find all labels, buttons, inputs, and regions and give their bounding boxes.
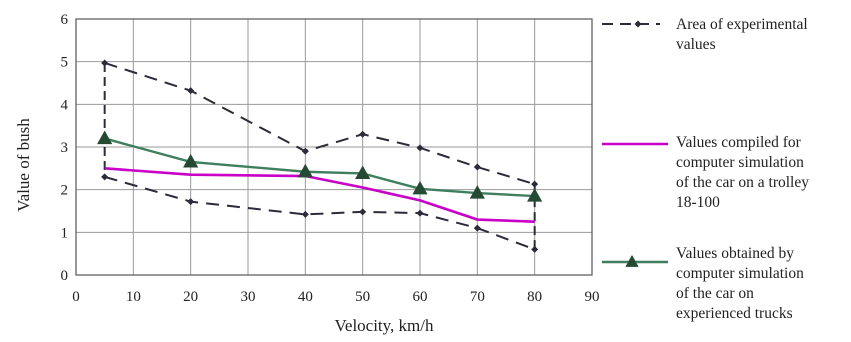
- y-tick-label: 5: [61, 55, 69, 71]
- simulation-trucks-point: [355, 165, 371, 180]
- simulation-trucks-point: [412, 180, 428, 195]
- y-axis-title: Value of bush: [14, 118, 33, 212]
- simulation-trolley-line: [104, 167, 535, 223]
- y-tick-label: 1: [61, 225, 69, 241]
- x-tick-label: 20: [183, 289, 198, 305]
- x-tick-label: 60: [413, 289, 428, 305]
- experimental-lower-line: [104, 175, 536, 251]
- simulation-trucks-point: [469, 185, 485, 199]
- legend-label-experimental: values: [676, 36, 716, 53]
- experimental-upper-point: [359, 130, 367, 138]
- legend-marker-experimental: [634, 20, 642, 28]
- simulation-trucks-point: [297, 163, 313, 178]
- plot-frame: [75, 18, 593, 276]
- simulation-trucks-point: [527, 188, 543, 202]
- experimental-lower-point: [531, 245, 539, 253]
- x-tick-label: 50: [355, 289, 370, 305]
- experimental-lower-point: [301, 210, 309, 218]
- simulation-trucks-point: [97, 130, 113, 145]
- legend-label-experimental: Area of experimental: [676, 16, 808, 33]
- experimental-upper-point: [473, 163, 481, 171]
- x-tick-label: 70: [470, 289, 485, 305]
- x-tick-label: 30: [241, 289, 256, 305]
- x-tick-label: 80: [527, 289, 542, 305]
- legend-label-trolley: Values compiled for: [676, 134, 802, 151]
- experimental-upper-line: [104, 61, 535, 186]
- experimental-lower-point: [359, 208, 367, 216]
- x-tick-label: 90: [585, 289, 600, 305]
- y-tick-label: 4: [61, 97, 69, 113]
- legend-label-trolley: computer simulation: [676, 154, 804, 171]
- legend-label-trucks: of the car on: [676, 285, 754, 302]
- legend-label-trolley: 18-100: [676, 194, 720, 211]
- y-tick-label: 3: [61, 140, 69, 156]
- y-tick-label: 0: [61, 268, 69, 284]
- x-tick-label: 0: [72, 289, 80, 305]
- y-tick-label: 2: [61, 183, 69, 199]
- experimental-upper-point: [101, 59, 109, 67]
- legend-marker-trucks: [625, 255, 639, 267]
- experimental-upper-point: [187, 87, 195, 95]
- legend-label-trucks: experienced trucks: [676, 305, 793, 322]
- experimental-lower-point: [473, 224, 481, 232]
- legend-label-trucks: Values obtained by: [676, 245, 794, 262]
- legend-label-trucks: computer simulation: [676, 265, 804, 282]
- experimental-upper-point: [416, 144, 424, 152]
- simulation-trucks-point: [183, 153, 199, 168]
- y-tick-label: 6: [61, 12, 69, 28]
- experimental-lower-point: [187, 198, 195, 206]
- legend-label-trolley: of the car on a trolley: [676, 174, 809, 191]
- x-axis-title: Velocity, km/h: [335, 316, 434, 335]
- x-tick-label: 40: [298, 289, 313, 305]
- x-tick-label: 10: [126, 289, 141, 305]
- experimental-lower-point: [101, 173, 109, 181]
- experimental-lower-point: [416, 209, 424, 217]
- experimental-upper-point: [301, 147, 309, 155]
- experimental-upper-point: [531, 180, 539, 188]
